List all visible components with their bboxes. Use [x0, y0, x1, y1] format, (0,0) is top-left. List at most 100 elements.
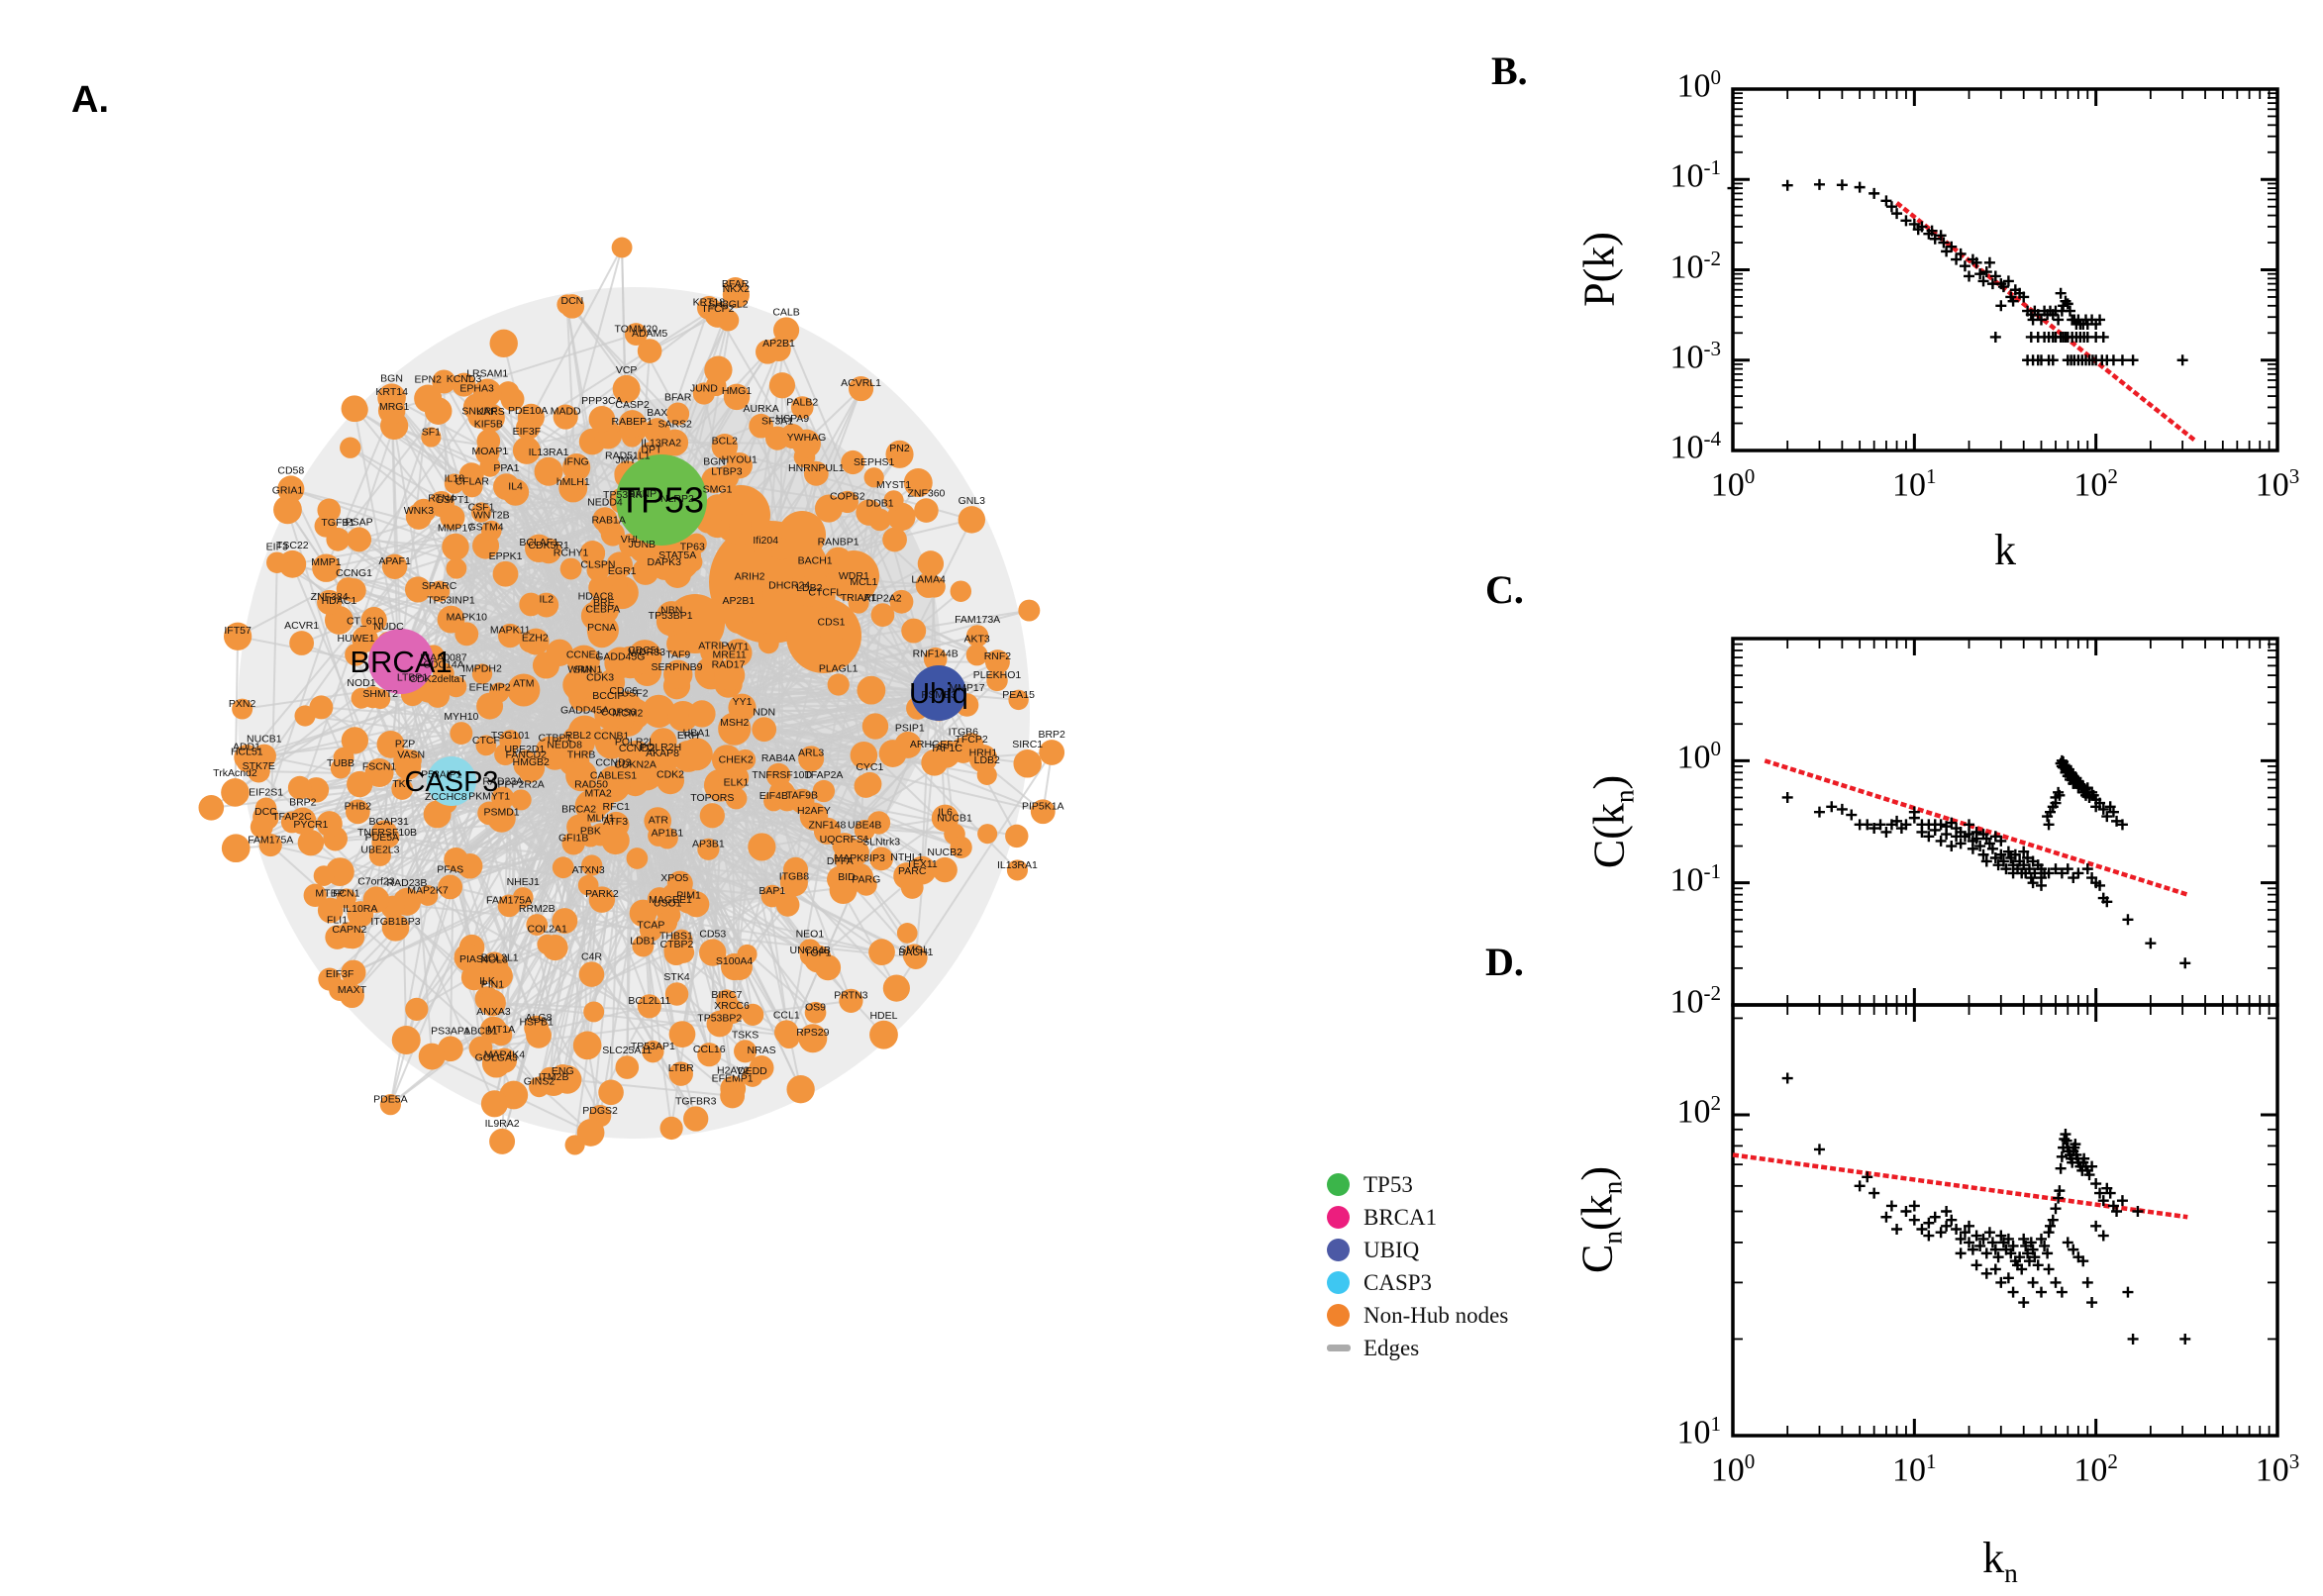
network-node [460, 964, 487, 991]
network-node [749, 413, 773, 439]
network-node [637, 994, 661, 1019]
scatter-point [1846, 809, 1858, 821]
network-node [852, 576, 875, 599]
network-edge [660, 499, 853, 1002]
network-node [776, 578, 803, 605]
network-node [351, 687, 372, 709]
tick-label: 102 [2073, 464, 2118, 504]
network-edge [730, 692, 940, 782]
scatter-point [2018, 1297, 2030, 1309]
network-node [525, 534, 554, 563]
plot-frame [1731, 87, 2279, 452]
scatter-point [2116, 1195, 2128, 1207]
scatter-point [1935, 835, 1947, 847]
panel-b-label: B. [1491, 49, 1528, 93]
network-node [724, 605, 753, 634]
network-edge [353, 408, 402, 662]
network-node [553, 404, 578, 430]
scatter-point [1781, 1072, 1793, 1084]
network-node [583, 1001, 605, 1023]
network-node [526, 914, 549, 936]
network-node [626, 848, 649, 869]
network-node [857, 675, 886, 705]
legend-item-casp3: CASP3 [1327, 1266, 1508, 1299]
edge-swatch-icon [1327, 1345, 1351, 1351]
tick-label: 100 [1710, 464, 1756, 504]
scatter-point [2179, 1333, 2191, 1345]
network-node [346, 799, 370, 825]
network-node [813, 817, 842, 845]
network-node [812, 779, 836, 803]
scatter-point [1880, 1211, 1892, 1223]
network-node [476, 692, 504, 720]
network-node [470, 502, 492, 523]
scatter-point [1868, 187, 1880, 199]
network-node [901, 618, 927, 644]
axis-title-cnkn: Cn(kn) [1572, 1166, 1628, 1273]
network-node [664, 982, 689, 1006]
scatter-point [1885, 201, 1897, 213]
tick-label: 102 [1676, 1090, 1721, 1131]
scatter-point [1891, 208, 1903, 220]
network-graph: USF2MCM2CDC6COPS6BCCIPCCNB1CDK3CCND2WDR3… [198, 237, 1065, 1155]
network-node [842, 839, 869, 866]
scatter-point [2062, 1237, 2073, 1248]
scatter-point [1885, 1200, 1897, 1212]
network-node [899, 733, 920, 753]
network-edge [601, 848, 709, 901]
network-node [726, 451, 753, 479]
plot-frame [1731, 1003, 2279, 1438]
network-edge [632, 423, 972, 521]
network-node [478, 989, 506, 1017]
panel-c-plot [1731, 637, 2279, 1007]
network-node [552, 908, 578, 935]
network-node [558, 473, 588, 503]
scatter-point [1854, 181, 1866, 193]
network-edge [290, 488, 456, 549]
network-node [656, 827, 678, 849]
network-node [476, 429, 501, 453]
network-node [663, 659, 693, 689]
legend-item-nonhub: Non-Hub nodes [1327, 1299, 1508, 1332]
tick-label: 10-2 [1669, 246, 1721, 285]
network-node [672, 942, 695, 963]
scatter-point [2179, 957, 2191, 969]
network-node [423, 800, 452, 829]
tick-label: 100 [1676, 737, 1721, 776]
network-node [697, 838, 720, 860]
legend-label: Edges [1364, 1335, 1420, 1360]
scatter-point [2097, 331, 2109, 343]
tp53-swatch-icon [1327, 1173, 1350, 1196]
network-edge [682, 753, 698, 953]
network-node [855, 873, 877, 896]
network-edge [450, 842, 574, 888]
network-node [578, 961, 605, 987]
legend-label: CASP3 [1364, 1269, 1433, 1295]
network-edge [400, 660, 434, 1057]
fit-line [1732, 1152, 2188, 1220]
network-node [588, 575, 614, 601]
network-node [779, 868, 808, 897]
network-edge [400, 474, 473, 662]
scatter-point [2007, 1286, 2019, 1298]
scatter-point [1813, 178, 1825, 190]
network-node [497, 623, 523, 648]
network-node [612, 374, 641, 403]
network-node [758, 633, 779, 654]
network-node [923, 647, 948, 671]
network-edge [914, 692, 940, 958]
network-node [534, 456, 563, 486]
network-node [405, 503, 433, 530]
scatter-point [2054, 1185, 2066, 1197]
network-node [510, 789, 532, 811]
network-edge [761, 817, 946, 848]
scatter-point [2145, 938, 2157, 949]
network-edge [470, 473, 940, 694]
network-edge [921, 586, 936, 871]
scatter-point [2122, 1286, 2134, 1298]
nonhub-swatch-icon [1327, 1304, 1350, 1327]
network-node [566, 646, 597, 676]
network-edge [393, 425, 453, 782]
network-node [644, 418, 670, 445]
network-node [682, 551, 703, 572]
